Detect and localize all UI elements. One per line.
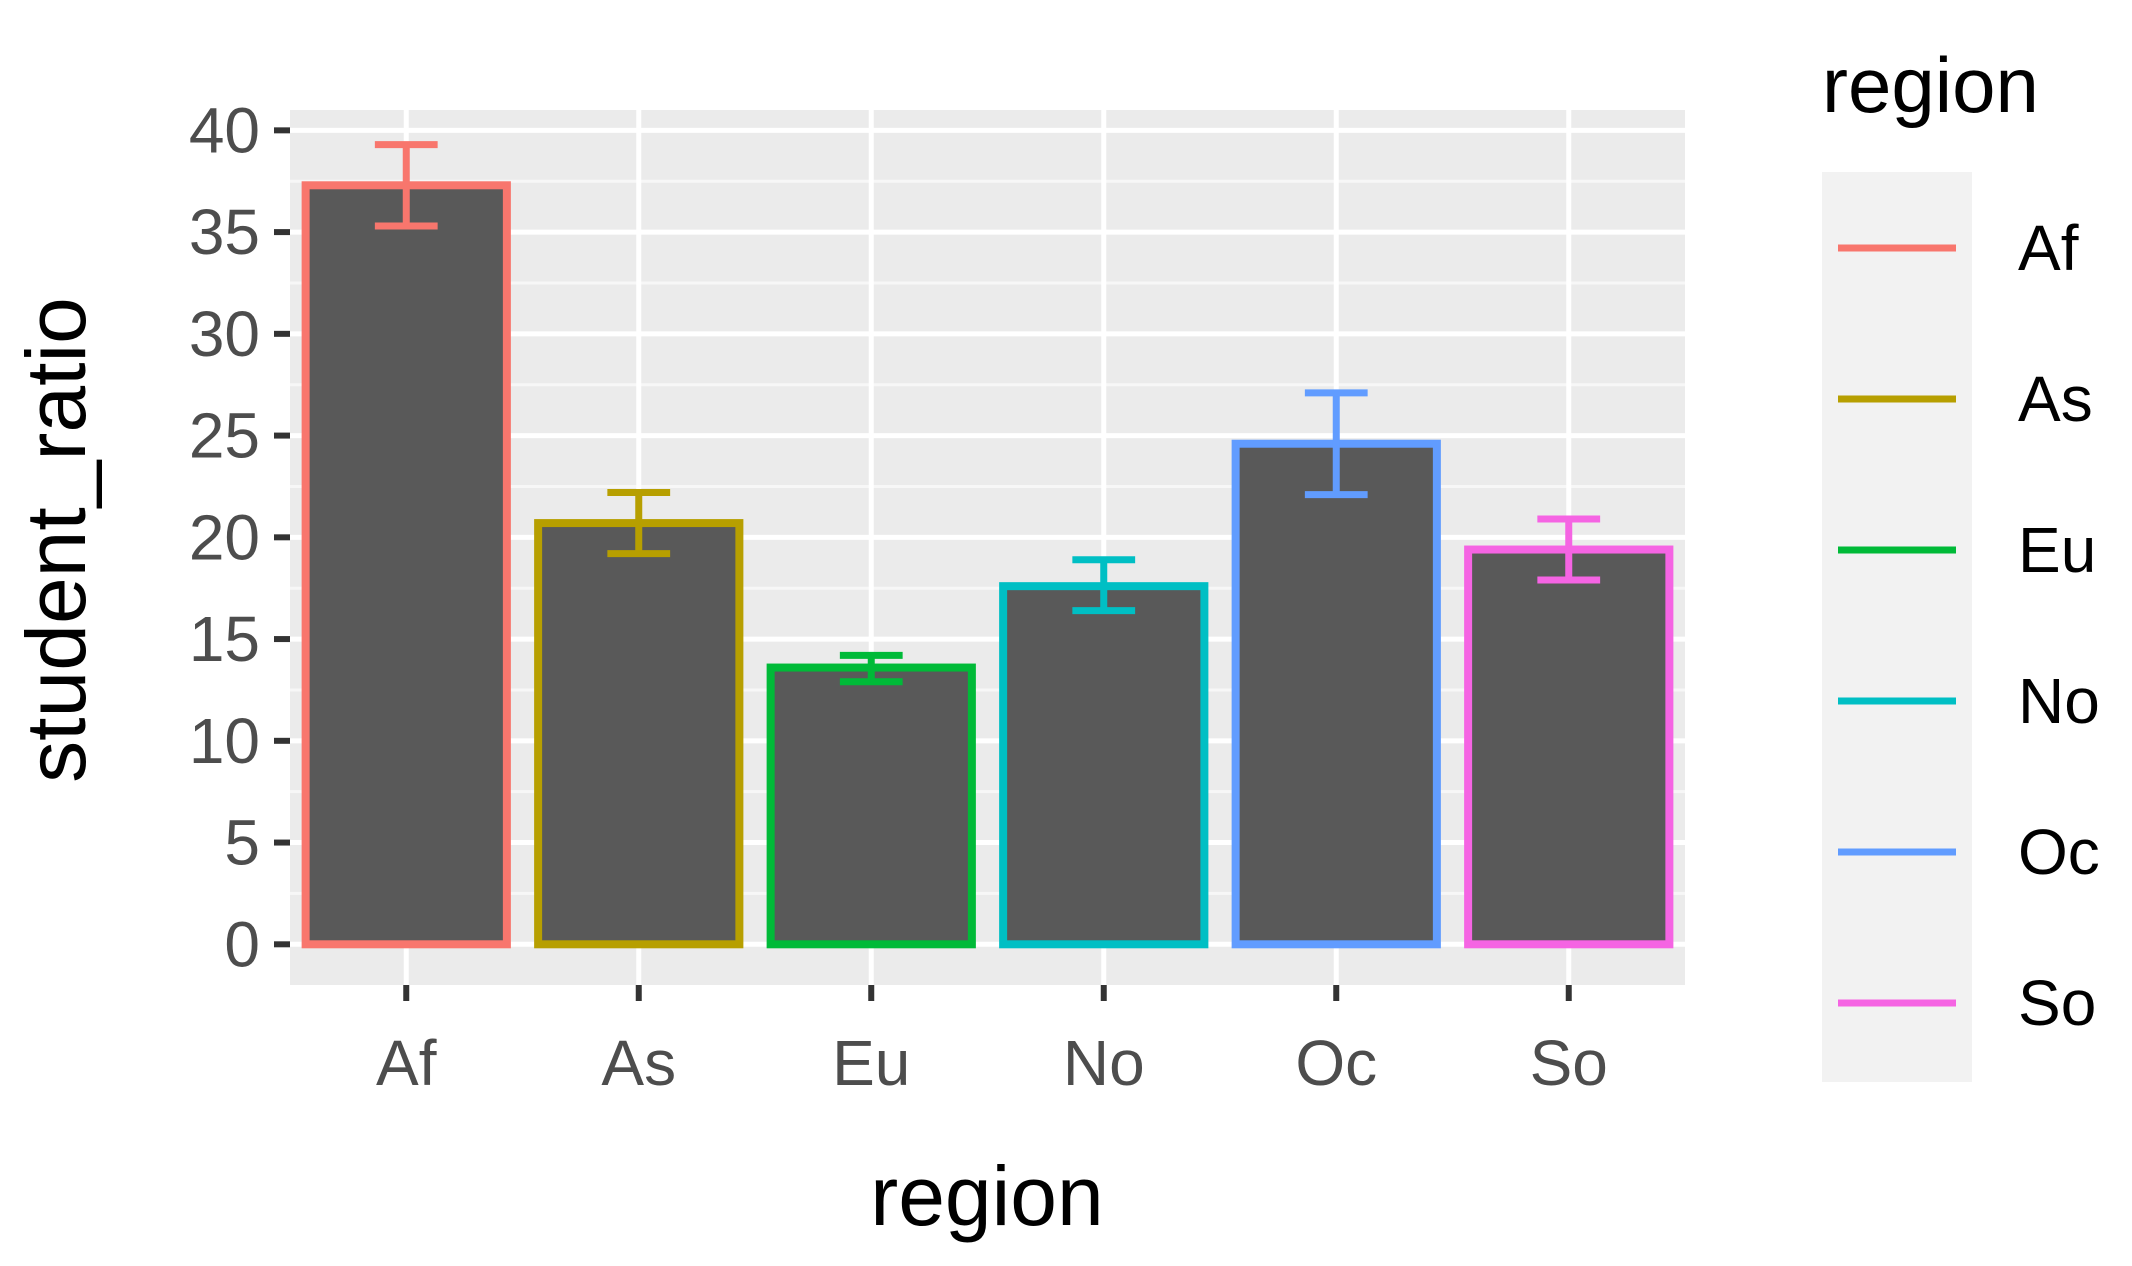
legend-item-af: Af [1838,212,2079,284]
y-tick-label: 0 [224,908,260,980]
bar-as [534,519,744,949]
y-tick-label: 20 [189,501,260,573]
bar-oc [1231,439,1441,949]
bar-af [301,181,511,949]
x-tick-label-oc: Oc [1295,1027,1377,1099]
y-tick-label: 15 [189,603,260,675]
legend: Af As Eu No Oc So [1838,212,2100,1039]
y-axis-title: student_ratio [9,297,103,783]
y-tick-label: 10 [189,705,260,777]
y-tick-label: 30 [189,298,260,370]
legend-label-so: So [2018,967,2096,1039]
legend-key-background [1822,172,1972,1082]
legend-item-eu: Eu [1838,514,2096,586]
error-bar-eu [839,651,903,686]
bar-no [999,582,1209,949]
error-bars [374,141,1601,686]
error-bar-oc [1304,389,1368,499]
legend-label-as: As [2018,363,2093,435]
error-bar-as [607,489,671,558]
y-tick-label: 35 [189,196,260,268]
y-axis: 0 5 10 15 20 25 30 35 40 [189,94,290,980]
bar-so [1464,545,1674,949]
x-tick-label-so: So [1530,1027,1608,1099]
x-axis-title: region [870,1149,1104,1243]
legend-label-oc: Oc [2018,816,2100,888]
legend-label-no: No [2018,665,2100,737]
error-bar-af [374,141,438,230]
legend-item-oc: Oc [1838,816,2100,888]
legend-label-eu: Eu [2018,514,2096,586]
x-tick-label-as: As [601,1027,676,1099]
y-tick-label: 40 [189,94,260,166]
bar-eu [766,663,976,949]
legend-item-so: So [1838,967,2096,1039]
bars [301,181,1674,949]
x-tick-label-no: No [1063,1027,1145,1099]
error-bar-so [1537,515,1601,584]
x-tick-label-af: Af [376,1027,437,1099]
y-tick-label: 25 [189,400,260,472]
legend-item-as: As [1838,363,2093,435]
plot-panel [290,110,1685,985]
error-bar-no [1072,556,1136,615]
legend-title: region [1822,41,2039,129]
legend-item-no: No [1838,665,2100,737]
x-axis: Af As Eu No Oc So [376,985,1608,1099]
x-tick-label-eu: Eu [832,1027,910,1099]
legend-label-af: Af [2018,212,2079,284]
y-tick-label: 5 [224,807,260,879]
